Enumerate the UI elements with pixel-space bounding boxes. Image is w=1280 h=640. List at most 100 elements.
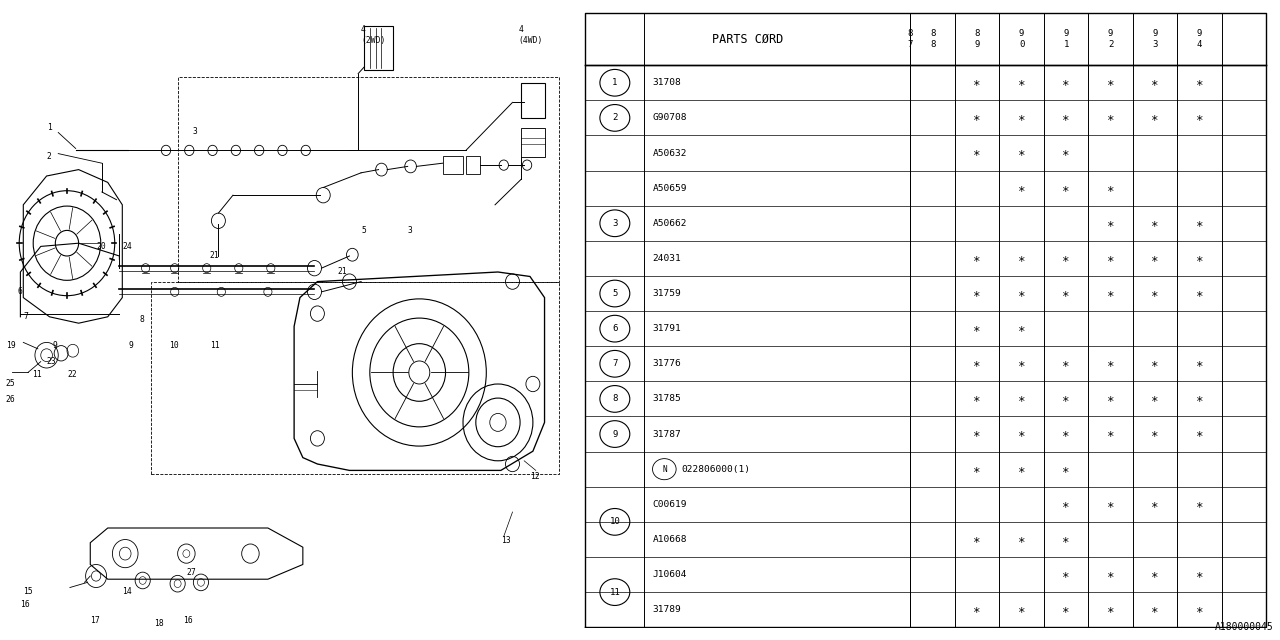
Text: 3: 3 [612, 219, 617, 228]
Text: ∗: ∗ [1196, 603, 1203, 616]
Text: ∗: ∗ [1018, 252, 1025, 265]
Text: ∗: ∗ [1151, 252, 1158, 265]
Bar [466, 156, 480, 174]
Text: ∗: ∗ [1018, 603, 1025, 616]
Text: ∗: ∗ [973, 111, 980, 124]
Text: ∗: ∗ [1062, 287, 1070, 300]
Text: ∗: ∗ [1151, 498, 1158, 511]
Text: ∗: ∗ [1196, 217, 1203, 230]
Text: A50662: A50662 [653, 219, 687, 228]
Text: ∗: ∗ [1196, 287, 1203, 300]
Text: ∗: ∗ [1018, 392, 1025, 405]
Text: 24: 24 [123, 242, 132, 251]
Text: ∗: ∗ [1196, 357, 1203, 371]
Text: ∗: ∗ [1062, 533, 1070, 546]
Text: A10668: A10668 [653, 535, 687, 544]
Text: ∗: ∗ [1018, 111, 1025, 124]
Text: ∗: ∗ [973, 252, 980, 265]
Text: 1: 1 [612, 78, 617, 87]
Text: ∗: ∗ [1151, 287, 1158, 300]
Text: ∗: ∗ [1151, 568, 1158, 581]
Text: ∗: ∗ [973, 603, 980, 616]
Text: 4
(4WD): 4 (4WD) [518, 26, 543, 45]
Text: 13: 13 [500, 536, 511, 545]
Text: 20: 20 [96, 242, 106, 251]
Text: 9
4: 9 4 [1197, 29, 1202, 49]
Text: ∗: ∗ [1107, 428, 1115, 440]
Text: ∗: ∗ [1107, 111, 1115, 124]
Text: A50659: A50659 [653, 184, 687, 193]
Text: 31791: 31791 [653, 324, 681, 333]
Text: 10: 10 [169, 341, 179, 350]
Text: ∗: ∗ [1196, 111, 1203, 124]
Text: 8
9: 8 9 [974, 29, 979, 49]
Text: ∗: ∗ [1107, 568, 1115, 581]
Text: 11: 11 [609, 588, 621, 596]
Text: ∗: ∗ [973, 463, 980, 476]
Text: 1: 1 [46, 124, 51, 132]
Text: 11: 11 [32, 370, 42, 379]
Text: ∗: ∗ [1062, 252, 1070, 265]
Text: ∗: ∗ [1151, 357, 1158, 371]
Text: 15: 15 [23, 588, 33, 596]
Text: ∗: ∗ [1062, 147, 1070, 159]
Text: ∗: ∗ [1196, 568, 1203, 581]
Text: ∗: ∗ [1107, 182, 1115, 195]
Text: ∗: ∗ [1151, 217, 1158, 230]
Text: ∗: ∗ [1107, 217, 1115, 230]
Text: ∗: ∗ [1018, 322, 1025, 335]
Text: 31708: 31708 [653, 78, 681, 87]
Text: ∗: ∗ [1107, 392, 1115, 405]
Text: ∗: ∗ [1018, 428, 1025, 440]
Text: 22: 22 [67, 370, 77, 379]
Text: 9: 9 [128, 341, 133, 350]
Text: 31789: 31789 [653, 605, 681, 614]
Text: 9
2: 9 2 [1108, 29, 1114, 49]
Text: 23: 23 [46, 357, 56, 366]
Text: 14: 14 [123, 588, 132, 596]
Text: ∗: ∗ [1062, 392, 1070, 405]
Text: ∗: ∗ [1196, 76, 1203, 89]
Text: ∗: ∗ [1018, 147, 1025, 159]
Text: 3: 3 [192, 127, 197, 136]
Text: ∗: ∗ [1107, 287, 1115, 300]
Text: 26: 26 [6, 396, 15, 404]
Text: 31759: 31759 [653, 289, 681, 298]
Text: ∗: ∗ [1107, 357, 1115, 371]
Text: J10604: J10604 [653, 570, 687, 579]
Text: 31785: 31785 [653, 394, 681, 403]
Text: 21: 21 [210, 252, 219, 260]
Text: ∗: ∗ [1107, 498, 1115, 511]
Text: ∗: ∗ [1018, 182, 1025, 195]
Text: 8: 8 [612, 394, 617, 403]
Text: ∗: ∗ [973, 76, 980, 89]
Text: ∗: ∗ [1062, 76, 1070, 89]
Text: 25: 25 [6, 380, 15, 388]
Text: ∗: ∗ [1018, 463, 1025, 476]
Text: 3: 3 [407, 226, 412, 235]
Text: 7: 7 [612, 359, 617, 368]
Text: G90708: G90708 [653, 113, 687, 122]
Text: 19: 19 [6, 341, 15, 350]
Text: ∗: ∗ [1107, 603, 1115, 616]
Text: 8
8: 8 8 [929, 29, 936, 49]
Text: 022806000(1): 022806000(1) [682, 465, 750, 474]
Text: 4
(2WD): 4 (2WD) [361, 26, 385, 45]
Text: 5: 5 [612, 289, 617, 298]
Text: 18: 18 [155, 620, 164, 628]
Text: N: N [662, 465, 667, 474]
Bar [443, 156, 463, 174]
Text: 21: 21 [338, 268, 348, 276]
Text: ∗: ∗ [973, 392, 980, 405]
Text: 31787: 31787 [653, 429, 681, 438]
Text: ∗: ∗ [1196, 252, 1203, 265]
Text: 31776: 31776 [653, 359, 681, 368]
Text: ∗: ∗ [1107, 252, 1115, 265]
Circle shape [408, 361, 430, 384]
Text: ∗: ∗ [1062, 111, 1070, 124]
Bar [364, 26, 393, 70]
Text: ∗: ∗ [973, 147, 980, 159]
Text: ∗: ∗ [1018, 76, 1025, 89]
Text: 17: 17 [91, 616, 100, 625]
Text: 9
1: 9 1 [1064, 29, 1069, 49]
